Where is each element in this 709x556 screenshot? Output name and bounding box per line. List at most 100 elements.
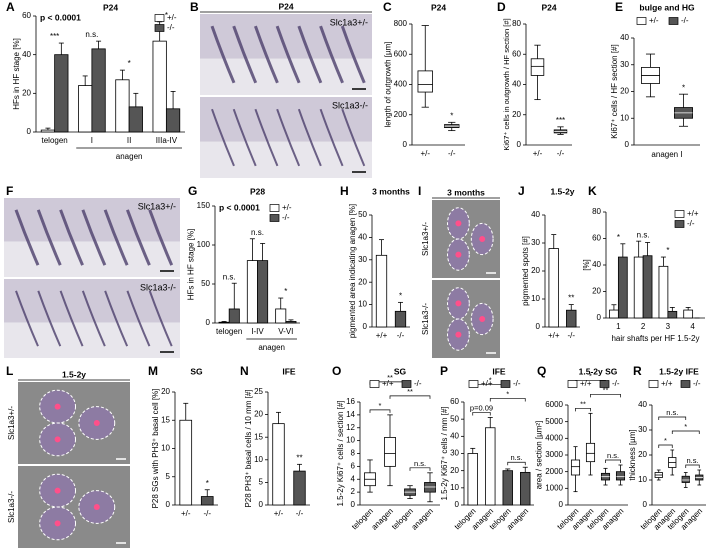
box bbox=[615, 471, 626, 481]
y-tick-label: 5 bbox=[166, 472, 171, 481]
gland-signal bbox=[455, 331, 462, 338]
comparison-label: n.s. bbox=[666, 408, 678, 417]
chart-title: 1.5-2y bbox=[550, 186, 574, 196]
bar bbox=[152, 40, 167, 133]
group-label: anagen bbox=[258, 343, 285, 352]
x-tick-label: +/- bbox=[181, 509, 191, 518]
y-tick-label: 0 bbox=[559, 500, 564, 509]
comparison-label: ** bbox=[387, 373, 393, 382]
y-axis-label: pigmented area indicating anagen [%] bbox=[348, 204, 357, 338]
micrograph-follicle bbox=[297, 108, 322, 167]
y-tick-label: 10 bbox=[358, 300, 367, 309]
bar bbox=[617, 256, 628, 319]
bar bbox=[683, 309, 694, 319]
bar bbox=[520, 471, 531, 506]
micrograph-follicle bbox=[104, 290, 129, 347]
y-tick-label: 0 bbox=[27, 127, 32, 136]
image-title: P24 bbox=[278, 1, 293, 11]
image-label: Slc1a3+/- bbox=[7, 406, 16, 440]
legend-label: -/- bbox=[687, 219, 695, 228]
bar bbox=[54, 54, 69, 133]
comparison-bracket bbox=[369, 409, 391, 413]
y-tick-label: 4000 bbox=[545, 433, 563, 442]
legend-swatch bbox=[648, 380, 659, 388]
legend-swatch bbox=[674, 220, 685, 228]
legend-label: +/+ bbox=[580, 379, 592, 388]
y-tick-label: 0 bbox=[351, 500, 356, 509]
y-tick-label: 10 bbox=[638, 475, 647, 484]
legend-label: +/- bbox=[282, 203, 292, 212]
p-value: p < 0.0001 bbox=[40, 12, 81, 22]
bar bbox=[566, 309, 577, 328]
chart-title: 1.5-2y IFE bbox=[659, 366, 699, 376]
significance: *** bbox=[50, 32, 59, 41]
bar bbox=[200, 496, 214, 506]
micrograph-follicle bbox=[148, 290, 173, 347]
y-tick-label: 14 bbox=[346, 410, 355, 419]
significance: * bbox=[128, 59, 131, 68]
bar bbox=[78, 85, 93, 133]
y-tick-label: 20 bbox=[592, 287, 601, 296]
bar bbox=[485, 427, 496, 506]
comparison-bracket bbox=[685, 464, 700, 468]
micrograph-follicle bbox=[297, 25, 323, 84]
panel-letter: H bbox=[340, 184, 349, 198]
bar bbox=[394, 310, 407, 328]
y-tick-label: 10 bbox=[346, 436, 355, 445]
group-label: anagen bbox=[116, 152, 143, 161]
bar bbox=[91, 48, 106, 133]
image-label: Slc1a3+/- bbox=[330, 17, 368, 27]
y-tick-label: 40 bbox=[620, 33, 629, 42]
y-tick-label: 0 bbox=[455, 500, 460, 509]
legend-label: -/- bbox=[282, 213, 290, 222]
y-tick-label: 800 bbox=[394, 19, 408, 28]
chart-title: P24 bbox=[431, 2, 446, 12]
y-axis-label: Ki67⁺ cells in outgrowth / HF section [#… bbox=[502, 18, 511, 150]
comparison-label: p=0.09 bbox=[470, 403, 493, 412]
bar bbox=[115, 79, 130, 133]
micrograph-follicle bbox=[126, 290, 151, 347]
x-tick-label: anagen bbox=[410, 507, 435, 532]
image-title: 3 months bbox=[447, 187, 485, 197]
micrograph-follicle bbox=[14, 209, 40, 266]
x-tick-label: IIIa-IV bbox=[156, 136, 178, 145]
comparison-bracket bbox=[389, 395, 431, 399]
y-tick-label: 6 bbox=[351, 461, 356, 470]
comparison-label: n.s. bbox=[686, 456, 698, 465]
micrograph-layer bbox=[4, 322, 180, 358]
chart-title: P28 bbox=[250, 186, 265, 196]
y-tick-label: 0 bbox=[517, 140, 522, 149]
y-tick-label: 2000 bbox=[545, 467, 563, 476]
x-tick-label: +/+ bbox=[548, 331, 560, 340]
y-axis-label: pigmented spots [#] bbox=[521, 236, 530, 306]
micrograph-follicle bbox=[276, 108, 301, 167]
micrograph-follicle bbox=[37, 290, 62, 347]
p-value: p < 0.0001 bbox=[219, 202, 260, 212]
bar bbox=[179, 419, 193, 506]
y-tick-label: 40 bbox=[450, 431, 459, 440]
y-tick-label: 150 bbox=[197, 201, 211, 210]
x-tick-label: +/- bbox=[420, 149, 430, 158]
x-tick-label: -/- bbox=[567, 331, 575, 340]
y-tick-label: 10 bbox=[450, 483, 459, 492]
y-axis-label: 1.5-2y Ki67⁺ cells / mm [#] bbox=[440, 406, 449, 500]
significance: n.s. bbox=[85, 30, 98, 39]
image-label: Slc1a3+/- bbox=[138, 201, 176, 211]
chart-title: bulge and HG bbox=[639, 2, 695, 12]
panel-letter: Q bbox=[537, 364, 546, 378]
y-axis-label: thickness [µm] bbox=[628, 429, 637, 480]
bar bbox=[246, 260, 258, 324]
panel-letter: K bbox=[588, 184, 597, 198]
panel-letter: M bbox=[148, 364, 158, 378]
panel-letter: I bbox=[418, 184, 421, 198]
x-tick-label: 2 bbox=[641, 322, 646, 331]
chart-title: SG bbox=[394, 366, 407, 376]
micrograph-layer bbox=[200, 141, 372, 178]
comparison-bracket bbox=[409, 467, 431, 471]
y-tick-label: 20 bbox=[531, 266, 540, 275]
significance: n.s. bbox=[251, 228, 264, 237]
panel-letter: N bbox=[240, 364, 249, 378]
micrograph-follicle bbox=[59, 290, 84, 347]
y-tick-label: 30 bbox=[531, 238, 540, 247]
panel-letter: P bbox=[440, 364, 448, 378]
